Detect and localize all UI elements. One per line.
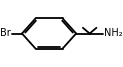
Text: Br: Br: [0, 28, 11, 39]
Text: NH₂: NH₂: [104, 28, 122, 39]
